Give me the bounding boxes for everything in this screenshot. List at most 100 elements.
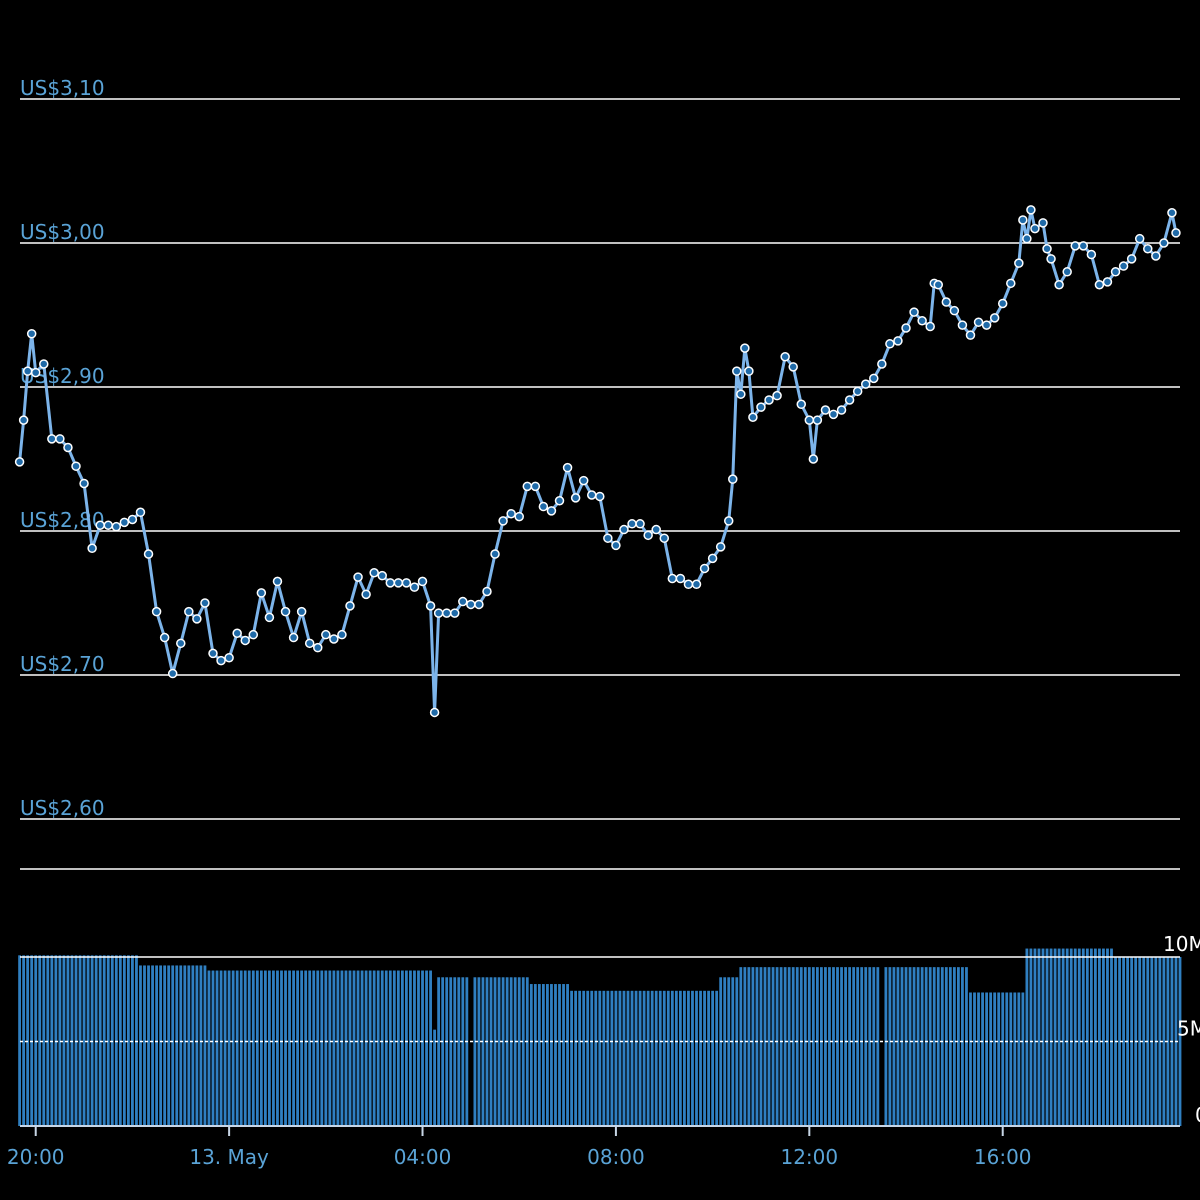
- volume-bar: [22, 955, 26, 1126]
- volume-bar: [856, 967, 860, 1126]
- volume-bar: [642, 990, 646, 1126]
- volume-bar: [715, 990, 719, 1126]
- volume-bar: [973, 992, 976, 1126]
- volume-bar: [1077, 948, 1081, 1126]
- volume-bar: [699, 990, 702, 1126]
- volume-bar: [344, 970, 348, 1126]
- volume-bar: [940, 967, 944, 1126]
- volume-bar: [1013, 992, 1017, 1126]
- volume-bar: [969, 992, 972, 1126]
- volume-bar: [638, 990, 642, 1126]
- volume-bar: [1021, 992, 1025, 1126]
- price-point: [22, 366, 33, 376]
- price-point: [79, 478, 89, 489]
- volume-bar: [513, 977, 517, 1126]
- volume-bar: [280, 970, 283, 1126]
- volume-bar: [662, 990, 666, 1126]
- volume-bar: [824, 967, 827, 1126]
- volume-bar: [884, 967, 888, 1126]
- volume-bar: [1053, 948, 1057, 1126]
- volume-bar: [211, 970, 215, 1126]
- volume-bar: [497, 977, 501, 1126]
- volume-bar: [799, 967, 803, 1126]
- volume-bar: [1178, 957, 1182, 1126]
- price-point: [498, 516, 508, 526]
- price-point: [232, 628, 242, 638]
- price-point: [530, 481, 541, 492]
- price-point: [570, 493, 581, 503]
- price-point: [1014, 258, 1024, 268]
- volume-bar: [554, 984, 557, 1126]
- price-point: [997, 298, 1008, 309]
- price-point: [788, 362, 798, 372]
- price-point: [796, 399, 807, 410]
- price-point: [643, 530, 653, 541]
- price-point: [1118, 261, 1129, 271]
- volume-bar: [719, 977, 723, 1126]
- price-point: [949, 305, 960, 316]
- price-point: [1054, 280, 1064, 290]
- volume-bar: [807, 967, 811, 1126]
- volume-bar: [525, 977, 529, 1126]
- volume-bar: [364, 970, 368, 1126]
- price-point: [1026, 205, 1036, 215]
- volume-bar: [590, 990, 594, 1126]
- volume-bar: [695, 990, 698, 1126]
- volume-bar: [30, 955, 34, 1126]
- price-point: [723, 516, 734, 526]
- price-point: [691, 579, 702, 590]
- volume-bar: [860, 967, 864, 1126]
- price-point: [957, 320, 968, 330]
- volume-bar: [646, 990, 650, 1126]
- price-point: [1151, 251, 1161, 261]
- volume-bar: [755, 967, 759, 1126]
- volume-bar: [102, 955, 106, 1126]
- volume-bar: [340, 970, 344, 1126]
- volume-bar: [928, 967, 932, 1126]
- volume-bar: [541, 984, 545, 1126]
- volume-bar: [521, 977, 525, 1126]
- x-tick-label: 20:00: [7, 1145, 65, 1169]
- volume-bar: [896, 967, 900, 1126]
- volume-bar: [70, 955, 74, 1126]
- volume-bar: [368, 970, 372, 1126]
- volume-bar: [187, 965, 191, 1126]
- price-point: [506, 508, 516, 519]
- price-point: [651, 524, 661, 535]
- x-axis: 20:00 13. May 04:00 08:00 12:00 16:00: [7, 1125, 1180, 1169]
- price-point: [119, 517, 130, 528]
- volume-bar: [42, 955, 46, 1126]
- price-point: [546, 506, 557, 516]
- volume-bar: [1162, 957, 1166, 1126]
- volume-bar: [916, 967, 920, 1126]
- volume-bar: [34, 955, 38, 1126]
- y-tick-label: US$2,60: [20, 796, 105, 820]
- price-point: [1018, 215, 1028, 225]
- volume-bar: [602, 990, 606, 1126]
- price-point: [272, 576, 283, 587]
- volume-bar: [38, 955, 42, 1126]
- price-point: [248, 629, 259, 640]
- price-point: [55, 434, 65, 444]
- volume-bar: [1045, 948, 1049, 1126]
- price-point: [877, 359, 887, 369]
- price-point: [208, 648, 218, 659]
- volume-bar: [78, 955, 82, 1126]
- volume-bar: [433, 1029, 437, 1126]
- volume-tick-label: 10M: [1163, 932, 1200, 956]
- volume-bar: [904, 967, 908, 1126]
- volume-bar: [300, 970, 304, 1126]
- volume-bar: [747, 967, 751, 1126]
- price-point: [200, 598, 210, 608]
- price-point: [417, 576, 428, 587]
- volume-bar: [735, 977, 739, 1126]
- price-point: [304, 638, 315, 649]
- price-point: [683, 579, 694, 590]
- volume-bar: [872, 967, 876, 1126]
- y-tick-label: US$3,10: [20, 76, 105, 100]
- volume-bar: [1142, 957, 1146, 1126]
- volume-bar: [944, 967, 948, 1126]
- volume-bar: [1085, 948, 1089, 1126]
- volume-bar: [687, 990, 690, 1126]
- volume-bar: [727, 977, 731, 1126]
